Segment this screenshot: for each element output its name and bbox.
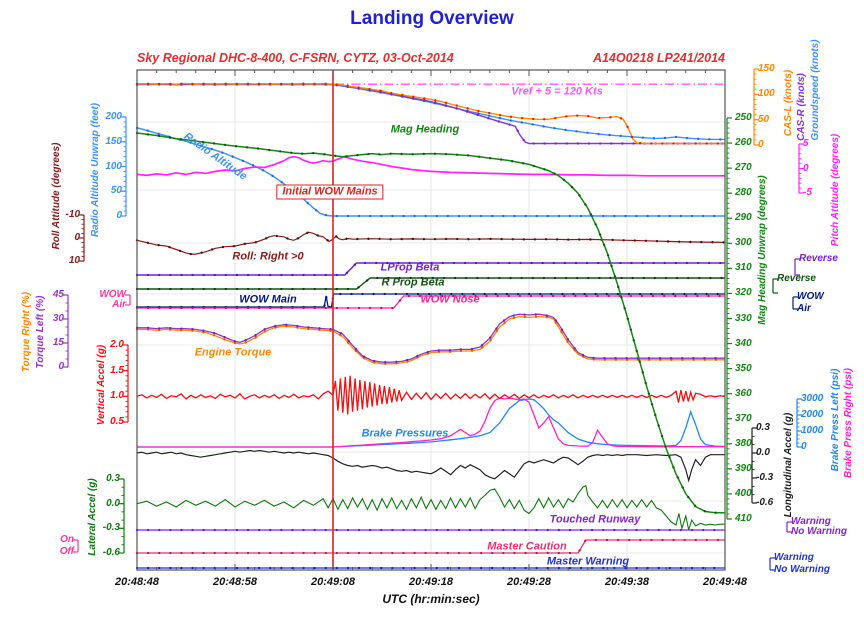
series-markers-mag-heading bbox=[135, 131, 727, 514]
series-markers-torque-right bbox=[135, 315, 727, 365]
series-lprop-beta bbox=[137, 262, 725, 276]
series-lateral-accel bbox=[136, 484, 725, 531]
series-markers-cas-l bbox=[135, 82, 727, 145]
series-markers-torque-left bbox=[135, 313, 727, 364]
chart-title: Landing Overview bbox=[350, 8, 514, 29]
series-vertical-accel bbox=[136, 375, 726, 415]
series-master-caution bbox=[137, 539, 725, 554]
chart-subtitle-left: Sky Regional DHC-8-400, C-FSRN, CYTZ, 03… bbox=[137, 51, 454, 65]
series-rprop-beta bbox=[137, 277, 725, 290]
series-markers-wow-nose bbox=[135, 294, 727, 310]
series-longitudinal-accel bbox=[136, 449, 725, 483]
x-axis-title: UTC (hr:min:sec) bbox=[382, 592, 480, 606]
series-markers-cas-r bbox=[135, 82, 727, 145]
chart-subtitle-right: A14O0218 LP241/2014 bbox=[592, 51, 725, 65]
series-brake-left bbox=[137, 398, 726, 448]
series-markers-roll-attitude bbox=[135, 231, 727, 256]
